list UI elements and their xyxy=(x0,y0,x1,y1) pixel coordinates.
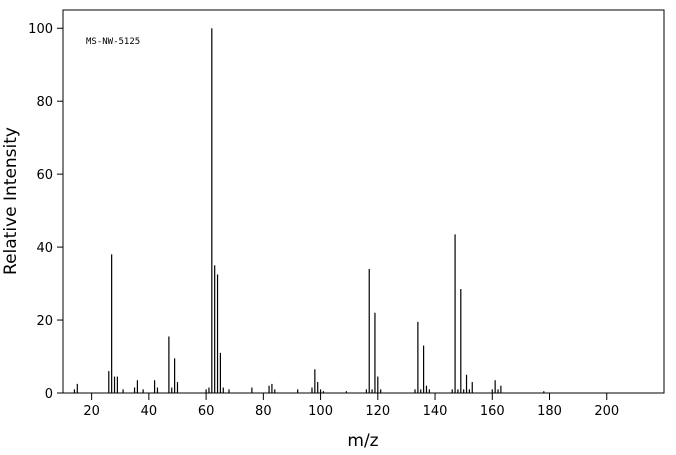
y-tick-label: 100 xyxy=(28,22,53,37)
y-tick-label: 60 xyxy=(36,168,53,183)
plot-frame xyxy=(62,9,665,394)
y-tick-label: 40 xyxy=(36,241,53,256)
x-tick-label: 120 xyxy=(365,404,390,419)
x-tick-label: 200 xyxy=(594,404,619,419)
y-axis-label: Relative Intensity xyxy=(1,127,21,275)
x-tick-label: 40 xyxy=(141,404,158,419)
x-tick-label: 80 xyxy=(255,404,272,419)
x-tick-label: 60 xyxy=(198,404,215,419)
y-tick-label: 80 xyxy=(36,95,53,110)
x-tick-label: 20 xyxy=(83,404,100,419)
annotation: MS-NW-5125 xyxy=(86,37,140,47)
y-tick-label: 0 xyxy=(45,387,53,402)
x-tick-label: 180 xyxy=(537,404,562,419)
y-tick-label: 20 xyxy=(36,314,53,329)
x-tick-label: 160 xyxy=(480,404,505,419)
x-tick-label: 140 xyxy=(423,404,448,419)
x-tick-label: 100 xyxy=(308,404,333,419)
x-axis-label: m/z xyxy=(347,431,378,451)
